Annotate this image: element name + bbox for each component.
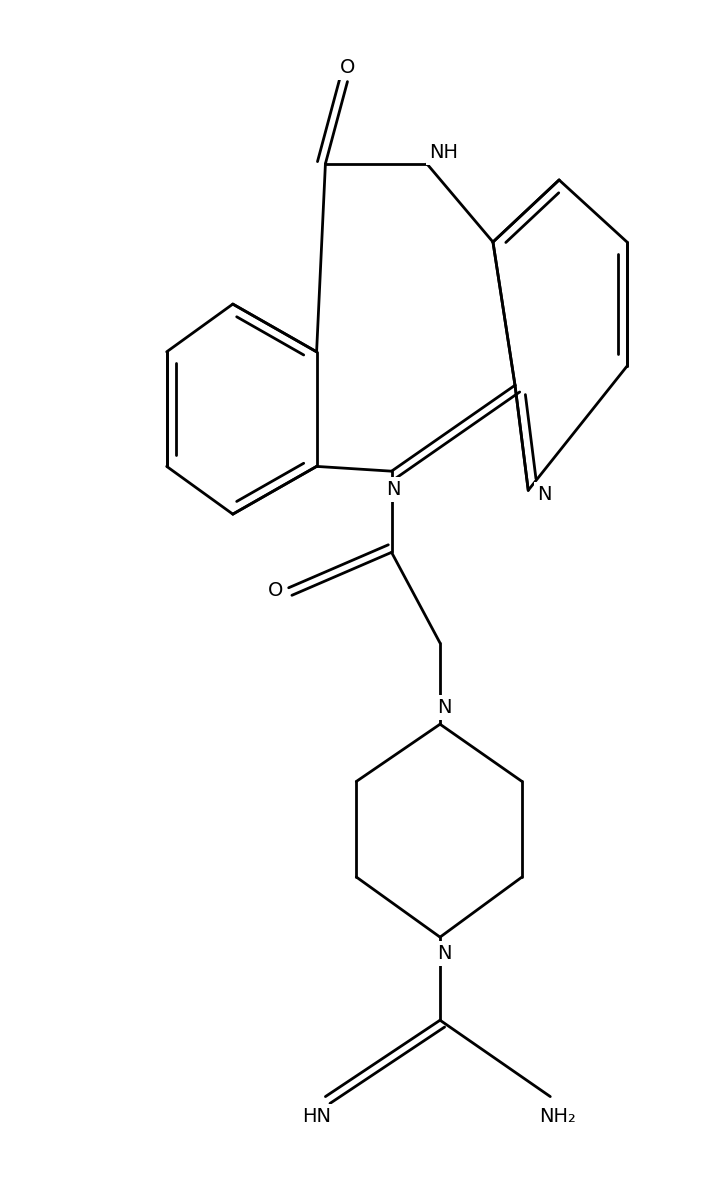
Text: O: O: [268, 581, 283, 601]
Text: O: O: [340, 59, 355, 78]
Text: N: N: [437, 944, 452, 964]
Text: N: N: [537, 485, 552, 504]
Text: N: N: [386, 480, 400, 499]
Text: NH: NH: [429, 143, 458, 162]
Text: HN: HN: [302, 1107, 331, 1126]
Text: N: N: [437, 698, 452, 718]
Text: NH₂: NH₂: [539, 1107, 576, 1126]
